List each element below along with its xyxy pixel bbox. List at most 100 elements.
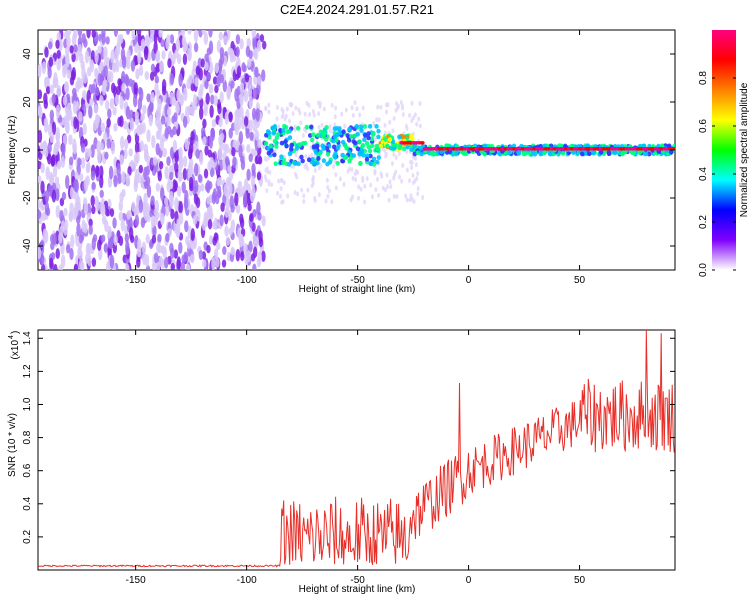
- spectrogram-cell: [276, 190, 280, 196]
- spectrogram-cell: [312, 112, 316, 118]
- spectrogram-cell: [253, 47, 259, 60]
- spectrogram-cell: [201, 126, 206, 137]
- spectrogram-cell: [278, 193, 282, 199]
- spectrogram-cell: [94, 50, 99, 64]
- spectrogram-cell: [368, 153, 373, 159]
- spectrogram-cell: [166, 96, 171, 106]
- spectrogram-cell: [47, 184, 53, 197]
- spectrogram-cell: [257, 156, 263, 165]
- spectrogram-cell: [238, 130, 244, 145]
- colorbar-label: Normalized spectral amplitude: [739, 82, 750, 217]
- spectrogram-cell: [285, 129, 290, 135]
- spectrogram-cell: [188, 176, 194, 190]
- spectrogram-cell: [199, 97, 204, 109]
- spectrogram-cell: [208, 61, 214, 74]
- spectrogram-cell: [288, 150, 293, 156]
- spectrogram-cell: [328, 124, 332, 130]
- spectrogram-cell: [77, 157, 82, 166]
- spectrogram-cell: [405, 197, 409, 203]
- spectrogram-cell: [264, 132, 269, 138]
- spectrogram-cell: [358, 112, 362, 118]
- spectrogram-cell: [119, 154, 124, 166]
- spectrogram-cell: [178, 157, 184, 168]
- spectrogram-cell: [190, 253, 195, 264]
- spectrogram-cell: [255, 107, 260, 122]
- spectrogram-cell: [377, 192, 381, 198]
- spectrogram-cell: [103, 132, 108, 142]
- spectrogram-cell: [257, 251, 262, 265]
- spectrogram-cell: [78, 111, 83, 122]
- spectrogram-cell: [91, 257, 97, 267]
- spectrogram-cell: [385, 172, 389, 178]
- spectrogram-cell: [165, 232, 170, 243]
- spectrogram-cell: [204, 80, 209, 90]
- spectrogram-cell: [88, 105, 93, 119]
- spectrogram-cell: [144, 70, 149, 80]
- spectrogram-cell: [69, 186, 75, 199]
- spectrogram-cell: [192, 94, 198, 107]
- spectrogram-cell: [186, 240, 192, 250]
- spectrogram-cell: [331, 138, 336, 144]
- spectrogram-cell: [164, 256, 169, 269]
- spectrogram-cell: [335, 160, 340, 166]
- spectrogram-cell: [203, 168, 209, 179]
- spectrogram-cell: [287, 135, 293, 141]
- spectrogram-cell: [118, 211, 123, 221]
- snr-ytick-label: 0.6: [22, 463, 33, 477]
- spectrogram-cell: [71, 52, 76, 63]
- spectrogram-cell: [203, 32, 209, 46]
- spectrogram-cell: [354, 123, 359, 129]
- spectrogram-cell: [69, 45, 74, 54]
- spectrogram-cell: [270, 182, 274, 188]
- spectrogram-cell: [267, 130, 272, 136]
- spectrogram-cell: [306, 157, 312, 163]
- spectrogram-cell: [454, 150, 459, 156]
- spectrogram-cell: [184, 220, 189, 233]
- spectrogram-cell: [71, 33, 77, 47]
- spectrogram-cell: [317, 111, 321, 117]
- spectrogram-cell: [249, 213, 254, 222]
- spectrogram-cell: [322, 106, 326, 112]
- spectrogram-cell: [274, 135, 280, 141]
- spectrogram-cell: [459, 149, 465, 155]
- spectrogram-cell: [586, 151, 592, 157]
- spectrogram-cell: [144, 45, 149, 56]
- spectrogram-cell: [377, 117, 381, 123]
- spectrogram-cell: [249, 190, 255, 203]
- spectrogram-cell: [146, 184, 152, 198]
- spectrogram-cell: [341, 129, 346, 135]
- spectrogram-cell: [272, 138, 278, 144]
- spectrogram-cell: [206, 196, 211, 205]
- spectrogram-cell: [117, 34, 122, 48]
- colorbar-tick-label: 0.0: [698, 263, 709, 277]
- spectrogram-cell: [224, 143, 230, 154]
- spectrogram-cell: [333, 151, 338, 157]
- spectrogram-cell: [296, 191, 300, 197]
- spectrogram-cell: [149, 208, 154, 218]
- spectrogram-cell: [208, 30, 213, 38]
- spectrogram-cell: [123, 148, 128, 160]
- spectrogram-cell: [207, 218, 213, 230]
- spectrogram-cell: [187, 105, 192, 116]
- spectrogram-cell: [121, 170, 126, 185]
- spectrogram-cell: [313, 195, 317, 201]
- spectrogram-cell: [195, 65, 201, 76]
- spectrogram-cell: [637, 150, 642, 156]
- spectrogram-cell: [140, 217, 146, 229]
- spectrogram-cell: [224, 155, 230, 166]
- spectrogram-cell: [340, 111, 344, 117]
- spectrogram-cell: [304, 124, 310, 130]
- spectrogram-cell: [288, 118, 292, 124]
- spectrogram-cell: [169, 171, 174, 181]
- spectrogram-cell: [49, 84, 54, 94]
- spectrogram-cell: [55, 39, 60, 49]
- spectrogram-cell: [77, 36, 83, 48]
- spectrogram-cell: [41, 61, 47, 71]
- spectrogram-cell: [416, 186, 420, 192]
- spectrogram-cell: [117, 78, 122, 87]
- spectrogram-cell: [325, 161, 330, 167]
- spectrogram-cell: [155, 130, 161, 140]
- spectrogram-cell: [315, 132, 321, 138]
- spectrogram-cell: [212, 76, 218, 85]
- spectrogram-cell: [162, 147, 167, 158]
